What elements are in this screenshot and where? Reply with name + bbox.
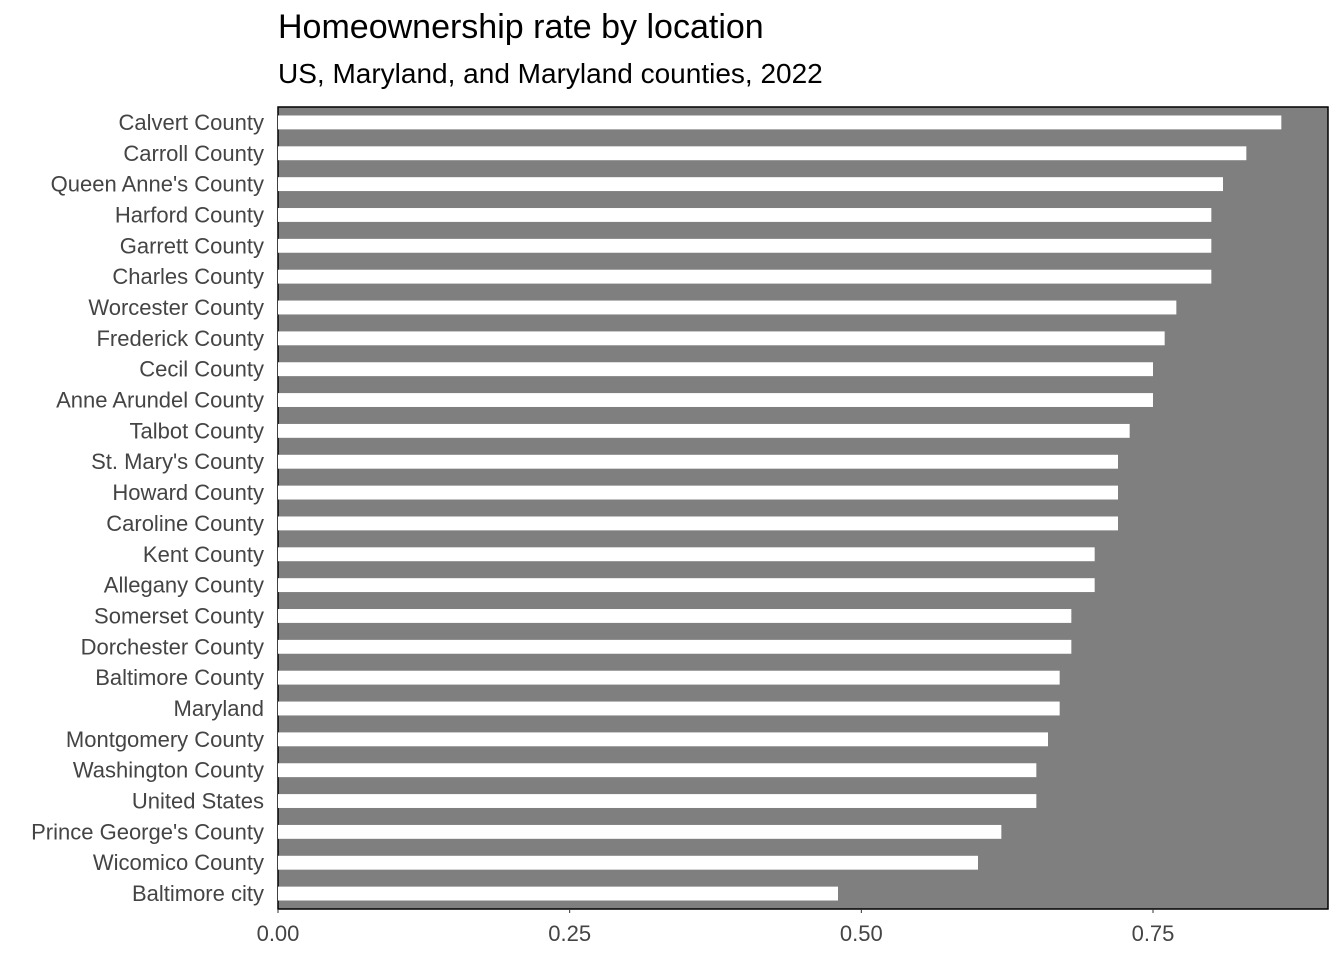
- category-label: Baltimore County: [95, 665, 264, 690]
- bar: [278, 331, 1165, 346]
- category-label: United States: [132, 789, 264, 814]
- bar: [278, 732, 1048, 747]
- category-label: Kent County: [143, 542, 264, 567]
- chart-title: Homeownership rate by location: [278, 8, 764, 46]
- bar: [278, 794, 1037, 808]
- bar: [278, 485, 1118, 500]
- bar: [278, 886, 838, 901]
- category-label: Howard County: [112, 480, 264, 505]
- bar: [278, 855, 978, 870]
- category-label: Baltimore city: [132, 881, 264, 906]
- category-label: Caroline County: [106, 511, 264, 536]
- x-tick-label: 0.75: [1132, 921, 1175, 946]
- category-label: Prince George's County: [31, 819, 264, 844]
- bar: [278, 516, 1118, 531]
- x-tick-label: 0.00: [257, 921, 300, 946]
- category-label: Queen Anne's County: [51, 172, 264, 197]
- category-label: Maryland: [174, 696, 264, 721]
- bar: [278, 146, 1247, 161]
- bar: [278, 609, 1072, 623]
- bar: [278, 238, 1212, 253]
- category-label: Garrett County: [120, 233, 264, 258]
- bar: [278, 670, 1060, 685]
- bar: [278, 208, 1212, 222]
- bar: [278, 393, 1153, 407]
- category-label: Allegany County: [104, 573, 264, 598]
- bar: [278, 300, 1177, 315]
- bar: [278, 578, 1095, 593]
- category-label: St. Mary's County: [91, 449, 264, 474]
- category-label: Talbot County: [129, 418, 264, 443]
- category-label: Charles County: [112, 264, 264, 289]
- category-label: Dorchester County: [81, 634, 264, 659]
- bar: [278, 824, 1002, 839]
- category-label: Carroll County: [123, 141, 264, 166]
- bar: [278, 454, 1118, 469]
- category-label: Somerset County: [94, 603, 264, 628]
- category-label: Worcester County: [88, 295, 264, 320]
- panel-background: [277, 106, 1329, 910]
- bar: [278, 423, 1130, 438]
- bar: [278, 177, 1223, 192]
- bar: [278, 639, 1072, 654]
- bar: [278, 547, 1095, 562]
- category-label: Wicomico County: [93, 850, 264, 875]
- bar: [278, 701, 1060, 716]
- category-label: Montgomery County: [66, 727, 264, 752]
- category-label: Frederick County: [96, 326, 264, 351]
- category-label: Washington County: [73, 758, 264, 783]
- category-label: Anne Arundel County: [56, 388, 264, 413]
- category-label: Cecil County: [139, 357, 264, 382]
- category-label: Calvert County: [118, 110, 264, 135]
- bar: [278, 115, 1282, 130]
- x-tick-label: 0.25: [548, 921, 591, 946]
- bar: [278, 362, 1153, 377]
- chart-subtitle: US, Maryland, and Maryland counties, 202…: [278, 58, 823, 89]
- bar: [278, 763, 1037, 778]
- bar: [278, 269, 1212, 284]
- x-tick-label: 0.50: [840, 921, 883, 946]
- category-label: Harford County: [115, 202, 264, 227]
